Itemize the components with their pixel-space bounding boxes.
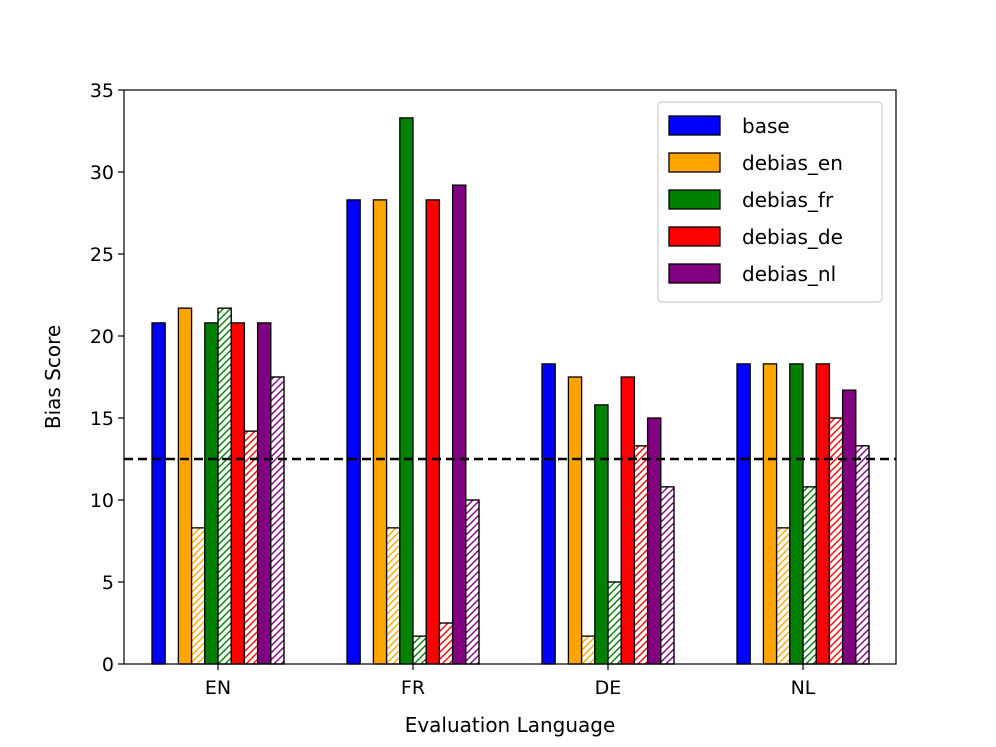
- y-tick-label: 35: [90, 80, 114, 102]
- bar-debias_de-de: [620, 376, 636, 665]
- bar-debias_de-nl-hatched: [828, 417, 844, 665]
- legend-label-debias_fr: debias_fr: [742, 188, 834, 212]
- y-tick-label: 20: [90, 326, 114, 348]
- bar-debias_nl-de: [646, 417, 662, 665]
- y-axis: 0 5 10 15 20 25 30 35: [90, 80, 124, 676]
- plot-frame: [123, 89, 897, 665]
- x-axis-label: Evaluation Language: [405, 713, 616, 737]
- y-tick-label: 15: [90, 408, 114, 430]
- bar-debias_en-de: [567, 376, 583, 665]
- bar-debias_fr-fr-hatched: [412, 635, 427, 665]
- bar-base-nl: [736, 363, 751, 665]
- bar-debias_en-fr: [372, 199, 388, 665]
- legend-swatch-debias_en: [668, 152, 721, 173]
- bar-debias_nl-fr: [451, 184, 467, 665]
- y-tick-label: 30: [90, 162, 114, 184]
- legend-swatch-base: [668, 115, 721, 136]
- bar-debias_fr-de-hatched: [607, 581, 622, 665]
- bar-debias_de-en: [230, 322, 246, 665]
- y-tick-label: 5: [102, 572, 114, 594]
- bar-debias_de-nl: [815, 363, 831, 665]
- legend-swatch-debias_nl: [668, 263, 721, 284]
- bar-debias_de-fr: [425, 199, 441, 665]
- bar-debias_nl-de-hatched: [660, 486, 675, 665]
- bar-debias_fr-nl: [789, 363, 804, 665]
- bar-debias_en-en-hatched: [191, 527, 206, 665]
- bar-debias_en-nl-hatched: [775, 527, 791, 665]
- bar-debias_en-en: [177, 307, 193, 665]
- y-tick-label: 25: [90, 244, 114, 266]
- x-tick-label-de: DE: [595, 677, 622, 699]
- legend: base debias_en debias_fr debias_de debias_nl: [657, 101, 883, 303]
- bar-debias_de-fr-hatched: [438, 622, 454, 665]
- bar-base-fr: [346, 199, 361, 665]
- bar-debias_fr-en-hatched: [217, 307, 232, 665]
- bar-debias_nl-en-hatched: [270, 376, 285, 665]
- bar-debias_nl-nl: [841, 389, 857, 665]
- bar-debias_fr-en: [204, 322, 219, 665]
- legend-label-debias_nl: debias_nl: [742, 262, 836, 286]
- x-tick-label-en: EN: [205, 677, 231, 699]
- bar-debias_nl-en: [256, 322, 272, 665]
- bar-debias_fr-nl-hatched: [802, 486, 817, 665]
- legend-label-base: base: [742, 114, 790, 138]
- y-tick-label: 0: [102, 654, 114, 676]
- bar-debias_fr-fr: [399, 117, 414, 665]
- y-axis-label: Bias Score: [41, 325, 65, 429]
- bar-debias_en-de-hatched: [580, 635, 596, 665]
- x-tick-label-fr: FR: [401, 677, 425, 699]
- legend-label-debias_en: debias_en: [742, 151, 843, 175]
- legend-swatch-debias_de: [668, 226, 721, 247]
- bar-debias_nl-fr-hatched: [465, 499, 480, 665]
- legend-box: [657, 101, 883, 303]
- bar-debias_nl-nl-hatched: [855, 445, 870, 665]
- bar-base-en: [151, 322, 166, 665]
- bar-debias_de-de-hatched: [633, 445, 649, 665]
- x-tick-label-nl: NL: [791, 677, 816, 699]
- legend-swatch-debias_fr: [668, 189, 721, 210]
- y-tick-label: 10: [90, 490, 114, 512]
- bar-base-de: [541, 363, 556, 665]
- bar-debias_en-nl: [762, 363, 778, 665]
- legend-label-debias_de: debias_de: [742, 225, 843, 249]
- bar-debias_fr-de: [594, 404, 609, 665]
- bar-debias_en-fr-hatched: [386, 527, 401, 665]
- bars-layer: [151, 117, 870, 665]
- x-axis: EN FR DE NL: [205, 664, 816, 699]
- bar-debias_de-en-hatched: [243, 430, 259, 665]
